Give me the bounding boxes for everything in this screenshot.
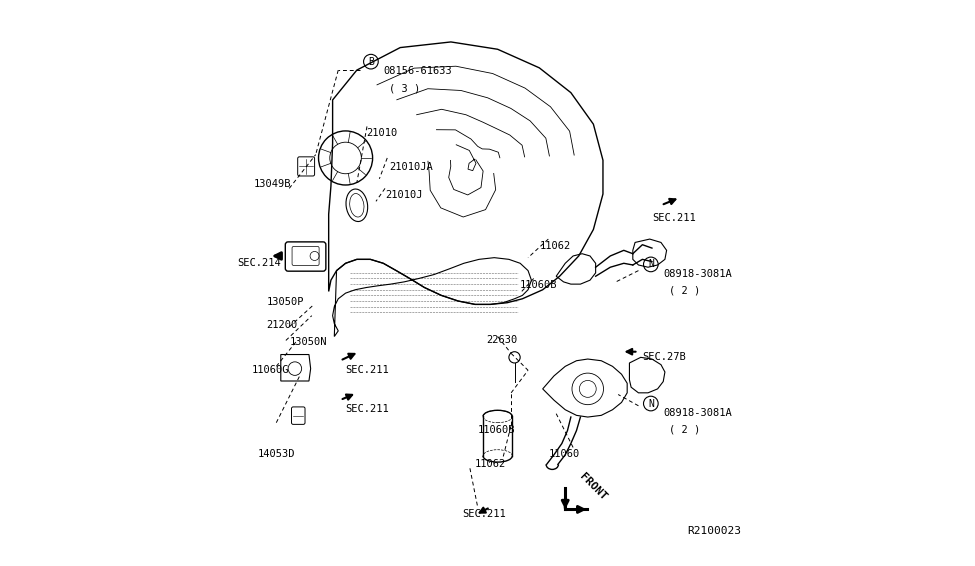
Text: R2100023: R2100023: [687, 526, 741, 537]
Text: N: N: [648, 398, 654, 409]
Text: ( 2 ): ( 2 ): [669, 286, 700, 296]
Text: ( 2 ): ( 2 ): [669, 425, 700, 435]
Text: 08918-3081A: 08918-3081A: [663, 269, 732, 279]
Text: ( 3 ): ( 3 ): [389, 83, 420, 93]
Text: 21200: 21200: [267, 320, 298, 329]
Text: 21010JA: 21010JA: [389, 162, 433, 172]
Text: N: N: [648, 259, 654, 269]
Text: SEC.211: SEC.211: [462, 509, 506, 520]
Text: 11060B: 11060B: [521, 280, 558, 290]
Text: B: B: [368, 57, 373, 67]
Text: 11062: 11062: [539, 241, 570, 251]
Text: SEC.211: SEC.211: [345, 404, 389, 414]
Text: 11060G: 11060G: [253, 365, 290, 375]
Text: 21010J: 21010J: [385, 190, 422, 200]
Text: 11060: 11060: [548, 449, 579, 459]
Text: 21010: 21010: [367, 128, 398, 138]
Text: 22630: 22630: [487, 335, 518, 345]
Text: SEC.211: SEC.211: [652, 213, 696, 222]
Text: 11062: 11062: [475, 458, 506, 469]
Text: 08918-3081A: 08918-3081A: [663, 408, 732, 418]
Text: SEC.27B: SEC.27B: [643, 351, 686, 362]
Text: FRONT: FRONT: [578, 471, 608, 503]
Text: 11060B: 11060B: [478, 425, 515, 435]
Text: 13049B: 13049B: [254, 179, 292, 189]
Text: 14053D: 14053D: [257, 449, 295, 459]
Text: SEC.211: SEC.211: [345, 365, 389, 375]
Text: 13050N: 13050N: [290, 337, 327, 346]
Text: SEC.214: SEC.214: [237, 258, 281, 268]
Text: 08156-61633: 08156-61633: [383, 66, 452, 76]
Text: 13050P: 13050P: [267, 297, 304, 307]
